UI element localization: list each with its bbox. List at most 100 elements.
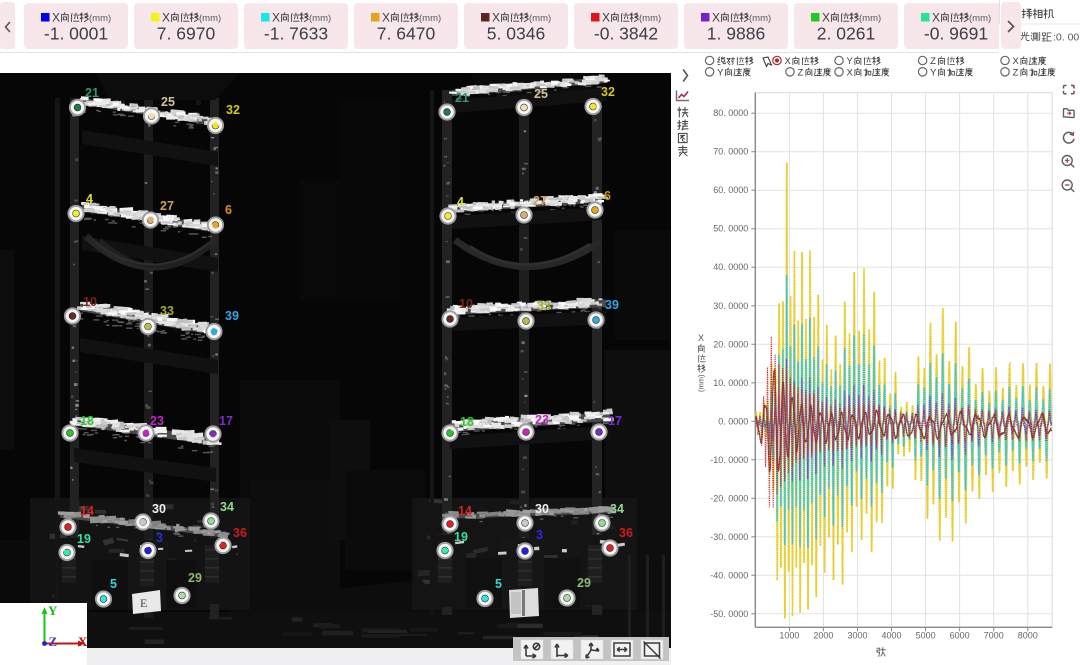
svg-text:Z: Z bbox=[930, 56, 936, 67]
svg-text:10. 0000: 10. 0000 bbox=[713, 378, 748, 388]
svg-text:7. 6970: 7. 6970 bbox=[157, 24, 216, 44]
svg-text:33: 33 bbox=[537, 299, 551, 313]
svg-text:30: 30 bbox=[535, 502, 549, 516]
svg-text:(mm): (mm) bbox=[697, 374, 706, 392]
svg-text:23: 23 bbox=[150, 414, 164, 428]
svg-text:X: X bbox=[932, 11, 940, 25]
svg-text:27: 27 bbox=[160, 199, 174, 213]
svg-text:(mm): (mm) bbox=[309, 13, 331, 24]
svg-text:29: 29 bbox=[188, 571, 202, 585]
svg-text:X: X bbox=[847, 67, 854, 78]
svg-text:X: X bbox=[602, 11, 610, 25]
svg-text:34: 34 bbox=[220, 500, 234, 514]
svg-text:X: X bbox=[382, 11, 390, 25]
svg-text:-0. 9691: -0. 9691 bbox=[924, 24, 988, 44]
svg-text:17: 17 bbox=[219, 414, 233, 428]
svg-text:21: 21 bbox=[455, 91, 469, 105]
svg-text:-40. 0000: -40. 0000 bbox=[710, 570, 748, 580]
svg-text:X: X bbox=[52, 11, 60, 25]
svg-text:(mm): (mm) bbox=[199, 13, 221, 24]
svg-text:2. 0261: 2. 0261 bbox=[817, 24, 875, 44]
svg-text:5000: 5000 bbox=[916, 630, 936, 640]
svg-text:6000: 6000 bbox=[950, 630, 970, 640]
svg-text:-50. 0000: -50. 0000 bbox=[710, 609, 748, 619]
svg-text:10: 10 bbox=[459, 297, 473, 311]
svg-text:17: 17 bbox=[608, 414, 622, 428]
svg-text:Y: Y bbox=[930, 67, 937, 78]
svg-text:1. 9886: 1. 9886 bbox=[707, 24, 765, 44]
svg-text:23: 23 bbox=[535, 413, 549, 427]
svg-text:Z: Z bbox=[49, 634, 58, 649]
svg-text:25: 25 bbox=[534, 87, 548, 101]
svg-text:X: X bbox=[698, 333, 704, 343]
svg-text:6: 6 bbox=[225, 203, 232, 217]
svg-text:5: 5 bbox=[495, 577, 502, 591]
svg-text:3000: 3000 bbox=[847, 630, 867, 640]
svg-text:14: 14 bbox=[80, 504, 94, 518]
svg-text:X: X bbox=[712, 11, 720, 25]
svg-text:36: 36 bbox=[619, 526, 633, 540]
svg-text:40. 0000: 40. 0000 bbox=[713, 262, 748, 272]
svg-text:(mm): (mm) bbox=[749, 13, 771, 24]
svg-text:19: 19 bbox=[454, 530, 468, 544]
svg-text:X: X bbox=[1013, 56, 1020, 67]
svg-text:7. 6470: 7. 6470 bbox=[377, 24, 436, 44]
svg-text:36: 36 bbox=[233, 526, 247, 540]
svg-text:33: 33 bbox=[160, 304, 174, 318]
svg-text:4: 4 bbox=[457, 195, 464, 209]
svg-text:30: 30 bbox=[152, 502, 166, 516]
svg-text:X: X bbox=[492, 11, 500, 25]
svg-text:14: 14 bbox=[458, 504, 472, 518]
svg-text:32: 32 bbox=[601, 85, 615, 99]
svg-text:X: X bbox=[78, 634, 88, 649]
svg-text:Z: Z bbox=[798, 67, 804, 78]
svg-text:29: 29 bbox=[577, 576, 591, 590]
svg-text:18: 18 bbox=[80, 414, 94, 428]
svg-text:-1. 0001: -1. 0001 bbox=[44, 24, 108, 44]
svg-text:-10. 0000: -10. 0000 bbox=[710, 455, 748, 465]
svg-text:3: 3 bbox=[536, 528, 543, 542]
svg-text:-30. 0000: -30. 0000 bbox=[710, 532, 748, 542]
svg-text:8000: 8000 bbox=[1018, 630, 1038, 640]
svg-text:Y: Y bbox=[847, 56, 854, 67]
svg-text:19: 19 bbox=[77, 532, 91, 546]
svg-text:X: X bbox=[272, 11, 280, 25]
svg-text:1000: 1000 bbox=[779, 630, 799, 640]
svg-text:30. 0000: 30. 0000 bbox=[713, 301, 748, 311]
svg-text:34: 34 bbox=[610, 502, 624, 516]
svg-text:4: 4 bbox=[86, 192, 93, 206]
svg-text:3: 3 bbox=[156, 531, 163, 545]
svg-text:2000: 2000 bbox=[813, 630, 833, 640]
svg-text:80. 0000: 80. 0000 bbox=[713, 108, 748, 118]
svg-text:20. 0000: 20. 0000 bbox=[713, 339, 748, 349]
svg-text:60. 0000: 60. 0000 bbox=[713, 185, 748, 195]
svg-text:6: 6 bbox=[604, 189, 611, 203]
svg-text:10: 10 bbox=[83, 295, 97, 309]
svg-text:4000: 4000 bbox=[881, 630, 901, 640]
svg-text:39: 39 bbox=[605, 298, 619, 312]
svg-text:50. 0000: 50. 0000 bbox=[713, 224, 748, 234]
svg-text:39: 39 bbox=[225, 309, 239, 323]
svg-text:7000: 7000 bbox=[984, 630, 1004, 640]
svg-text:(mm): (mm) bbox=[969, 13, 991, 24]
svg-text:(mm): (mm) bbox=[859, 13, 881, 24]
svg-text:E: E bbox=[140, 596, 147, 610]
svg-text:Z: Z bbox=[1013, 67, 1019, 78]
svg-text:32: 32 bbox=[226, 103, 240, 117]
svg-text:(mm): (mm) bbox=[89, 13, 111, 24]
svg-text:Y: Y bbox=[48, 603, 58, 618]
svg-text:(mm): (mm) bbox=[419, 13, 441, 24]
svg-text:-0. 3842: -0. 3842 bbox=[594, 24, 658, 44]
svg-text:X: X bbox=[162, 11, 170, 25]
svg-text:-1. 7633: -1. 7633 bbox=[264, 24, 328, 44]
svg-text:25: 25 bbox=[161, 95, 175, 109]
svg-text:Y: Y bbox=[717, 67, 724, 78]
svg-text:(mm): (mm) bbox=[639, 13, 661, 24]
svg-text:18: 18 bbox=[460, 415, 474, 429]
svg-text:0. 0000: 0. 0000 bbox=[718, 416, 748, 426]
svg-text::0. 00: :0. 00 bbox=[1053, 32, 1079, 44]
svg-text:X: X bbox=[785, 56, 792, 67]
svg-text:27: 27 bbox=[533, 194, 547, 208]
svg-text:5: 5 bbox=[110, 577, 117, 591]
svg-text:70. 0000: 70. 0000 bbox=[713, 147, 748, 157]
